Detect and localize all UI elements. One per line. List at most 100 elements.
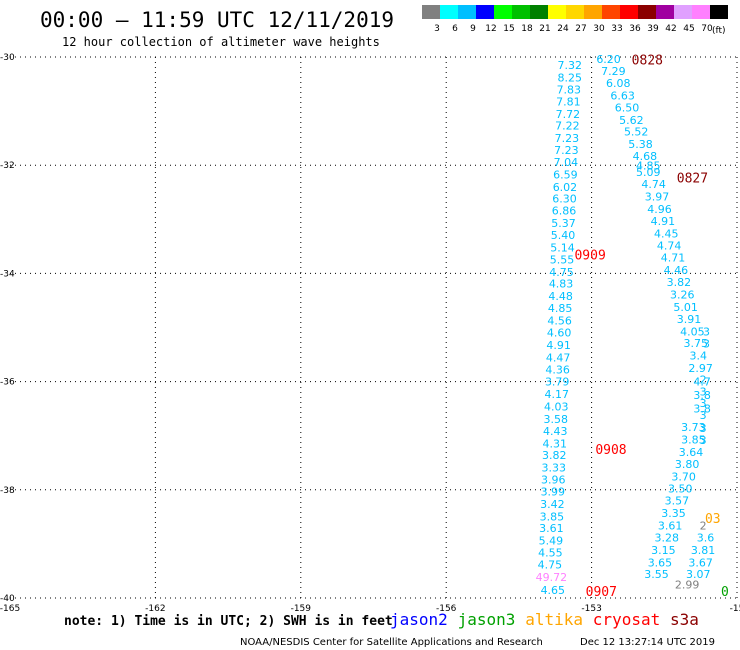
legend-swatch [710,5,728,19]
legend-label: 18 [521,24,533,34]
swh-value-label: 4.31 [543,437,568,450]
swh-value-label: 3.79 [545,376,570,389]
swh-value-label: 3 [700,422,707,435]
pass-time-label: 0 [721,585,729,600]
swh-value-label: 3.58 [543,413,568,426]
swh-value-label: 6.63 [610,89,635,102]
swh-value-label: 3.85 [540,510,565,523]
y-tick-label: -40 [0,594,15,604]
swh-value-label: 3.33 [542,462,567,475]
legend-label: 24 [557,24,569,34]
swh-value-label: 3.42 [540,498,565,511]
swh-value-label: 3.70 [671,470,696,483]
pass-time-label: 0907 [586,585,617,600]
swh-value-label: 3.28 [654,531,679,544]
legend-swatch [692,5,710,19]
swh-value-label: 3.99 [541,485,566,498]
swh-value-label: 5.37 [551,217,576,230]
swh-value-label: 4.75 [549,266,574,279]
legend-label: 45 [683,24,694,34]
swh-value-label: 3 [703,338,710,351]
y-tick-label: -38 [0,486,15,496]
chart-title: 00:00 – 11:59 UTC 12/11/2019 [40,8,394,32]
swh-value-label: 4.71 [661,252,686,265]
legend-unit: (ft) [712,26,726,36]
swh-value-label: 3.64 [679,446,704,459]
chart-subtitle: 12 hour collection of altimeter wave hei… [62,35,380,49]
swh-value-label: 6.02 [553,181,578,194]
swh-value-label: 4.96 [647,203,672,216]
swh-value-label: 7.72 [556,108,581,121]
swh-value-label: 3.61 [539,522,564,535]
swh-value-label: 3 [700,385,707,398]
swh-value-label: 2.99 [675,578,700,591]
swh-value-label: 4.74 [641,178,666,191]
swh-value-label: 3.97 [645,191,670,204]
swh-value-label: 49.72 [536,571,568,584]
swh-value-label: 7.32 [558,59,583,72]
swh-value-label: 3 [700,409,707,422]
swh-value-label: 3.26 [670,288,695,301]
swh-value-label: 2 [700,520,707,533]
satellite-name: jason3 [458,610,516,629]
satellite-name: cryosat [593,610,660,629]
swh-value-label: 4.68 [633,150,658,163]
swh-value-label: 3.8 [693,403,711,416]
satellite-name: altika [525,610,583,629]
legend-swatch [494,5,512,19]
swh-value-label: 3.91 [677,313,702,326]
swh-value-label: 3.07 [686,568,711,581]
swh-value-label: 2.97 [688,362,713,375]
legend-swatch [566,5,584,19]
legend-swatch [656,5,674,19]
swh-value-label: 3.67 [688,556,713,569]
swh-value-label: 4.65 [541,584,566,597]
y-tick-label: -36 [0,378,15,388]
y-tick-label: -34 [0,269,15,279]
legend-label: 6 [452,24,458,34]
legend-swatch [674,5,692,19]
pass-time-label: 0908 [595,443,626,458]
swh-value-label: 6.59 [553,168,578,181]
swh-value-label: 3 [703,325,710,338]
swh-value-label: 7.23 [555,132,580,145]
satellite-name: s3a [670,610,699,629]
swh-value-label: 4.60 [547,326,572,339]
swh-value-label: 5.14 [550,241,575,254]
x-tick-label: -153 [581,604,601,614]
swh-value-label: 7.81 [556,95,581,108]
swh-value-label: 3.81 [691,544,716,557]
swh-value-label: 4.45 [654,227,679,240]
swh-value-label: 6.30 [552,193,577,206]
legend-label: 39 [647,24,659,34]
swh-value-label: 6.20 [596,53,621,66]
footer-note: note: 1) Time is in UTC; 2) SWH is in fe… [64,614,393,629]
swh-value-label: 5.62 [619,114,644,127]
legend-swatch [440,5,458,19]
swh-value-label: 4.7 [693,376,711,389]
swh-value-label: 7.83 [557,83,582,96]
pass-time-label: 0827 [677,172,708,187]
pass-time-label: 03 [705,512,721,527]
satellite-legend: jason2 jason3 altika cryosat s3a [390,610,699,629]
x-tick-label: -156 [436,604,457,614]
legend-label: 9 [470,24,476,34]
legend-swatch [548,5,566,19]
swh-value-label: 4.46 [664,264,689,277]
legend-swatch [422,5,440,19]
swh-value-label: 5.09 [636,166,661,179]
swh-value-label: 5.40 [551,229,576,242]
swh-value-label: 3.15 [651,544,676,557]
x-tick-label: -162 [145,604,165,614]
swh-value-label: 3.35 [661,507,686,520]
legend-label: 70 [701,24,713,34]
swh-value-label: 5.49 [539,535,564,548]
swh-value-label: 7.23 [554,144,579,157]
swh-value-label: 4.05 [680,325,705,338]
x-tick-label: -165 [0,604,20,614]
swh-value-label: 6.08 [606,77,631,90]
color-legend: 3 6 9 12 15 18 21 24 27 30 33 36 39 42 45 70 [422,5,728,34]
swh-value-label: 4.47 [546,351,571,364]
legend-swatch [512,5,530,19]
